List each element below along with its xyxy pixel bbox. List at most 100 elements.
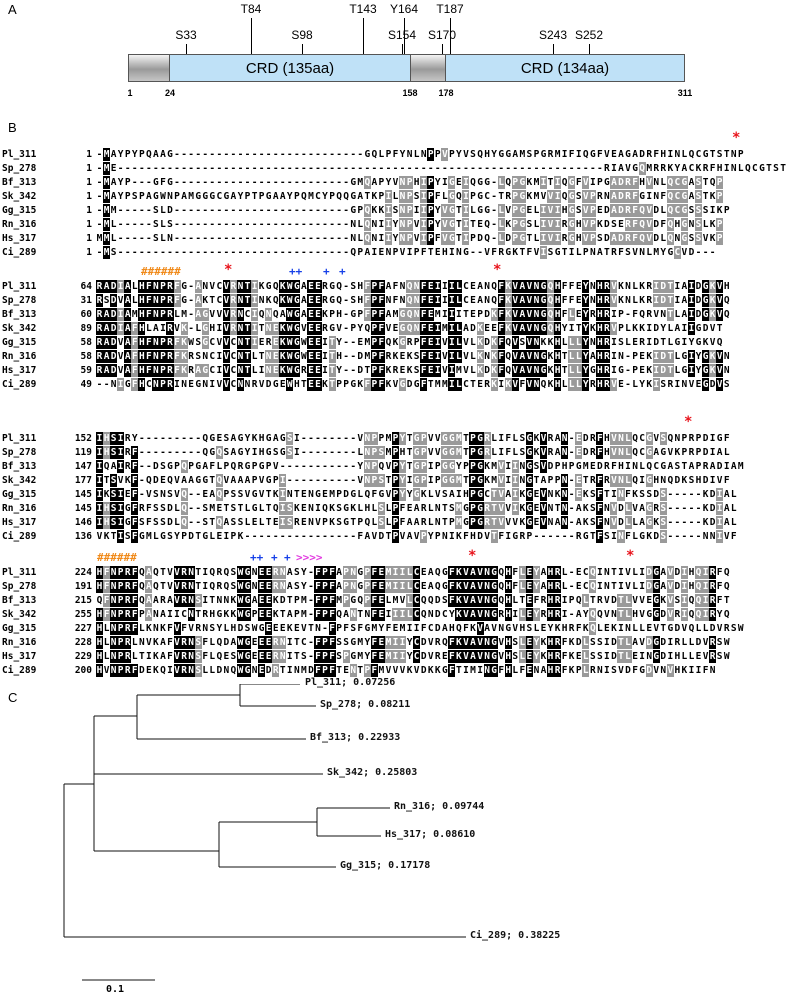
conserved-star: * [224,262,233,278]
plus-mark: ++ [250,551,264,564]
site-tick [450,18,451,54]
sequence-start-position: 1 [86,177,92,188]
sequence-name: Rn_316 [2,351,37,362]
sequence-name: Sk_342 [2,609,37,620]
coord-label: 178 [438,88,454,98]
sequence-name: Gg_315 [2,489,37,500]
sequence-residues: RADVAFHFNPRFKWSGCVVCNTIEREKWGWEEITY--EMP… [96,336,723,349]
sequence-start-position: 147 [74,461,92,472]
sequence-start-position: 49 [80,379,92,390]
conserved-star: * [468,548,477,564]
site-tick [363,18,364,54]
tree-leaf-label: Rn_316; 0.09744 [394,801,485,812]
sequence-name: Rn_316 [2,637,37,648]
coord-label: 1 [127,88,133,98]
site-tick [402,44,403,54]
sequence-start-position: 119 [74,447,92,458]
sequence-start-position: 1 [86,163,92,174]
sequence-name: Ci_289 [2,247,37,258]
sequence-residues: -MM-----SLD-------------------------GPQK… [96,204,730,217]
crd-domain-1-label: CRD (135aa) [245,59,335,77]
site-tick [251,18,252,54]
sequence-name: Bf_313 [2,177,37,188]
plus-mark: + [339,265,346,278]
sequence-residues: ITSVKF-QDEQVAAGGTQVAAAPVGPI----------VNP… [96,474,730,487]
sequence-name: Sp_278 [2,295,37,306]
sequence-start-position: 224 [74,567,92,578]
site-label: S154 [387,28,417,42]
sequence-start-position: 58 [80,351,92,362]
sequence-residues: --NIGFHCNPRINEGNIVVCNNRVDGEWHTEEKTPPGKFP… [96,378,730,391]
sequence-residues: IKSIEF-VSNSVQ--EAQPSSVGVTKINTENGEMPDGLQF… [96,488,737,501]
site-label: S98 [291,28,313,42]
sequence-start-position: 1 [86,191,92,202]
sequence-residues: -ME-------------------------------------… [96,162,786,175]
site-tick [442,44,443,54]
sequence-name: Bf_313 [2,461,37,472]
panel-label-c: C [8,690,18,705]
sequence-start-position: 229 [74,651,92,662]
sequence-start-position: 228 [74,637,92,648]
sequence-residues: -MAYPYPQAAG---------------------------GQ… [96,148,744,161]
sequence-residues: RSDVALHFNPRFG-AKTCVRNTINKQKWGAEERGQ-SHFP… [96,294,730,307]
sequence-name: Gg_315 [2,205,37,216]
tree-leaf-label: Bf_313; 0.22933 [310,732,401,743]
sequence-residues: QFNPRFQAARAVRNSITNNKWGAEEKDTPM-FPFMPGQPF… [96,594,730,607]
sequence-start-position: 146 [74,517,92,528]
sequence-residues: RADIALHFNPRFG-ANVCVRNTIKGQKWGAEERGQ-SHFP… [96,280,730,293]
sequence-name: Sk_342 [2,323,37,334]
sequence-start-position: 177 [74,475,92,486]
sequence-start-position: 1 [86,205,92,216]
sequence-name: Hs_317 [2,233,37,244]
sequence-start-position: 136 [74,531,92,542]
linker-segment [410,54,446,82]
sequence-start-position: 1 [86,149,92,160]
sequence-name: Pl_311 [2,281,37,292]
sequence-name: Pl_311 [2,433,37,444]
sequence-start-position: 191 [74,581,92,592]
site-tick [186,44,187,54]
conserved-star: * [732,130,741,146]
coord-label: 24 [164,88,176,98]
panel-c-phylogenetic-tree: C Pl_311; 0.07256 Sp_278; 0.08211 Bf_3 [0,677,787,1001]
tree-leaf-label: Sk_342; 0.25803 [327,767,418,778]
sequence-residues: RADVAFHFNPRFKRSNCIVCNTLTNEKWGWEEITH--DMP… [96,350,730,363]
site-label: T143 [349,2,377,16]
sequence-start-position: 1 [86,247,92,258]
sequence-name: Sk_342 [2,475,37,486]
conserved-star: * [626,548,635,564]
sequence-residues: RADVAFHFNPRFKRAGCIVCNTLINEKWGREEITY--DTP… [96,364,730,377]
sequence-name: Gg_315 [2,337,37,348]
sequence-name: Sp_278 [2,447,37,458]
site-label: T84 [240,2,262,16]
sequence-name: Hs_317 [2,365,37,376]
sequence-name: Bf_313 [2,595,37,606]
sequence-name: Pl_311 [2,567,37,578]
sequence-name: Gg_315 [2,623,37,634]
sequence-start-position: 145 [74,489,92,500]
sequence-residues: -MAYP---GFG-------------------------GMQA… [96,176,724,189]
site-label: S170 [427,28,457,42]
plus-mark: ++ [289,265,303,278]
site-tick [404,18,405,54]
coord-label: 311 [677,88,693,98]
sequence-residues: VKTISFGMLGSYPDTGLEIPK----------------FAV… [96,530,737,543]
crd-domain-2-label: CRD (134aa) [520,59,610,77]
motif-hash: ###### [141,265,181,278]
panel-label-a: A [8,2,17,17]
sequence-start-position: 200 [74,665,92,676]
sequence-name: Hs_317 [2,651,37,662]
tree-leaf-label: Gg_315; 0.17178 [340,860,431,871]
n-terminal-segment [128,54,170,82]
sequence-name: Ci_289 [2,379,37,390]
sequence-residues: IHSIGFSFSSDLQ--STQASSLELTEISRENVPKSGTPQL… [96,516,737,529]
sequence-residues: RADIAFHLAIRVK-LGHIVRNTITNEKWGVEERGV-PYQP… [96,322,723,335]
conserved-star: * [493,262,502,278]
sequence-name: Ci_289 [2,531,37,542]
site-tick [589,44,590,54]
sequence-name: Sk_342 [2,191,37,202]
site-tick [302,44,303,54]
site-label: Y164 [389,2,419,16]
sequence-residues: IHSIRF---------QGQSAGYIHGSGSI--------LNP… [96,446,730,459]
sequence-residues: IHSIGFRFSSDLQ--SMETSTLGLTQISKENIQKSGKLHL… [96,502,737,515]
